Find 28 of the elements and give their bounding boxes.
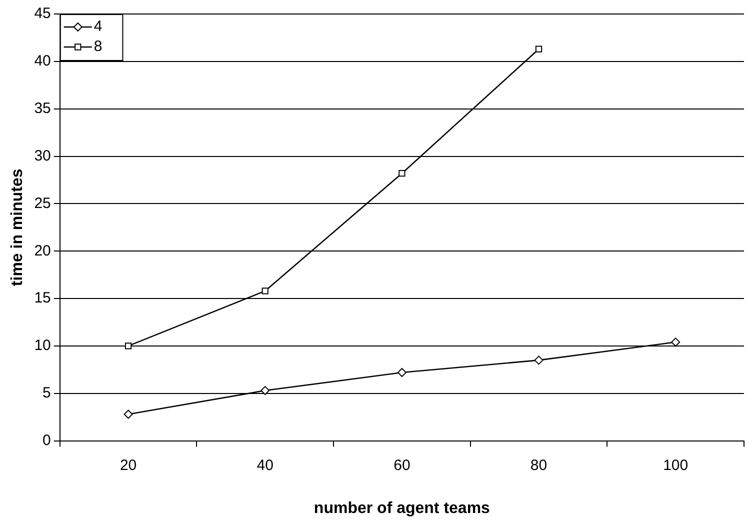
x-tick-label: 60: [394, 456, 410, 474]
point: [124, 342, 132, 350]
x-tick-label: 100: [663, 456, 688, 474]
y-tick-label: 10: [34, 337, 51, 354]
y-tick-label: 40: [34, 52, 51, 70]
point: [671, 338, 680, 347]
point: [124, 410, 133, 419]
point: [260, 386, 270, 396]
legend-label: 4: [94, 18, 102, 36]
point: [262, 288, 268, 294]
point: [398, 170, 406, 177]
y-tick-label: 45: [34, 5, 51, 22]
x-tick-label: 40: [256, 456, 274, 474]
y-tick-label: 25: [34, 194, 51, 212]
legend-label: 8: [94, 38, 102, 56]
y-tick-label: 30: [34, 147, 51, 164]
y-axis-title: time in minutes: [9, 168, 26, 286]
x-axis-title: number of agent teams: [314, 500, 490, 517]
y-tick-label: 35: [34, 100, 51, 117]
x-tick-label: 80: [530, 456, 548, 474]
y-tick-label: 15: [34, 290, 51, 307]
x-tick-label: 20: [120, 456, 137, 474]
y-tick-label: 0: [42, 432, 51, 449]
y-tick-label: 20: [34, 242, 51, 260]
point: [397, 368, 406, 378]
point: [535, 46, 542, 52]
y-tick-label: 5: [42, 384, 51, 402]
point: [534, 356, 544, 365]
